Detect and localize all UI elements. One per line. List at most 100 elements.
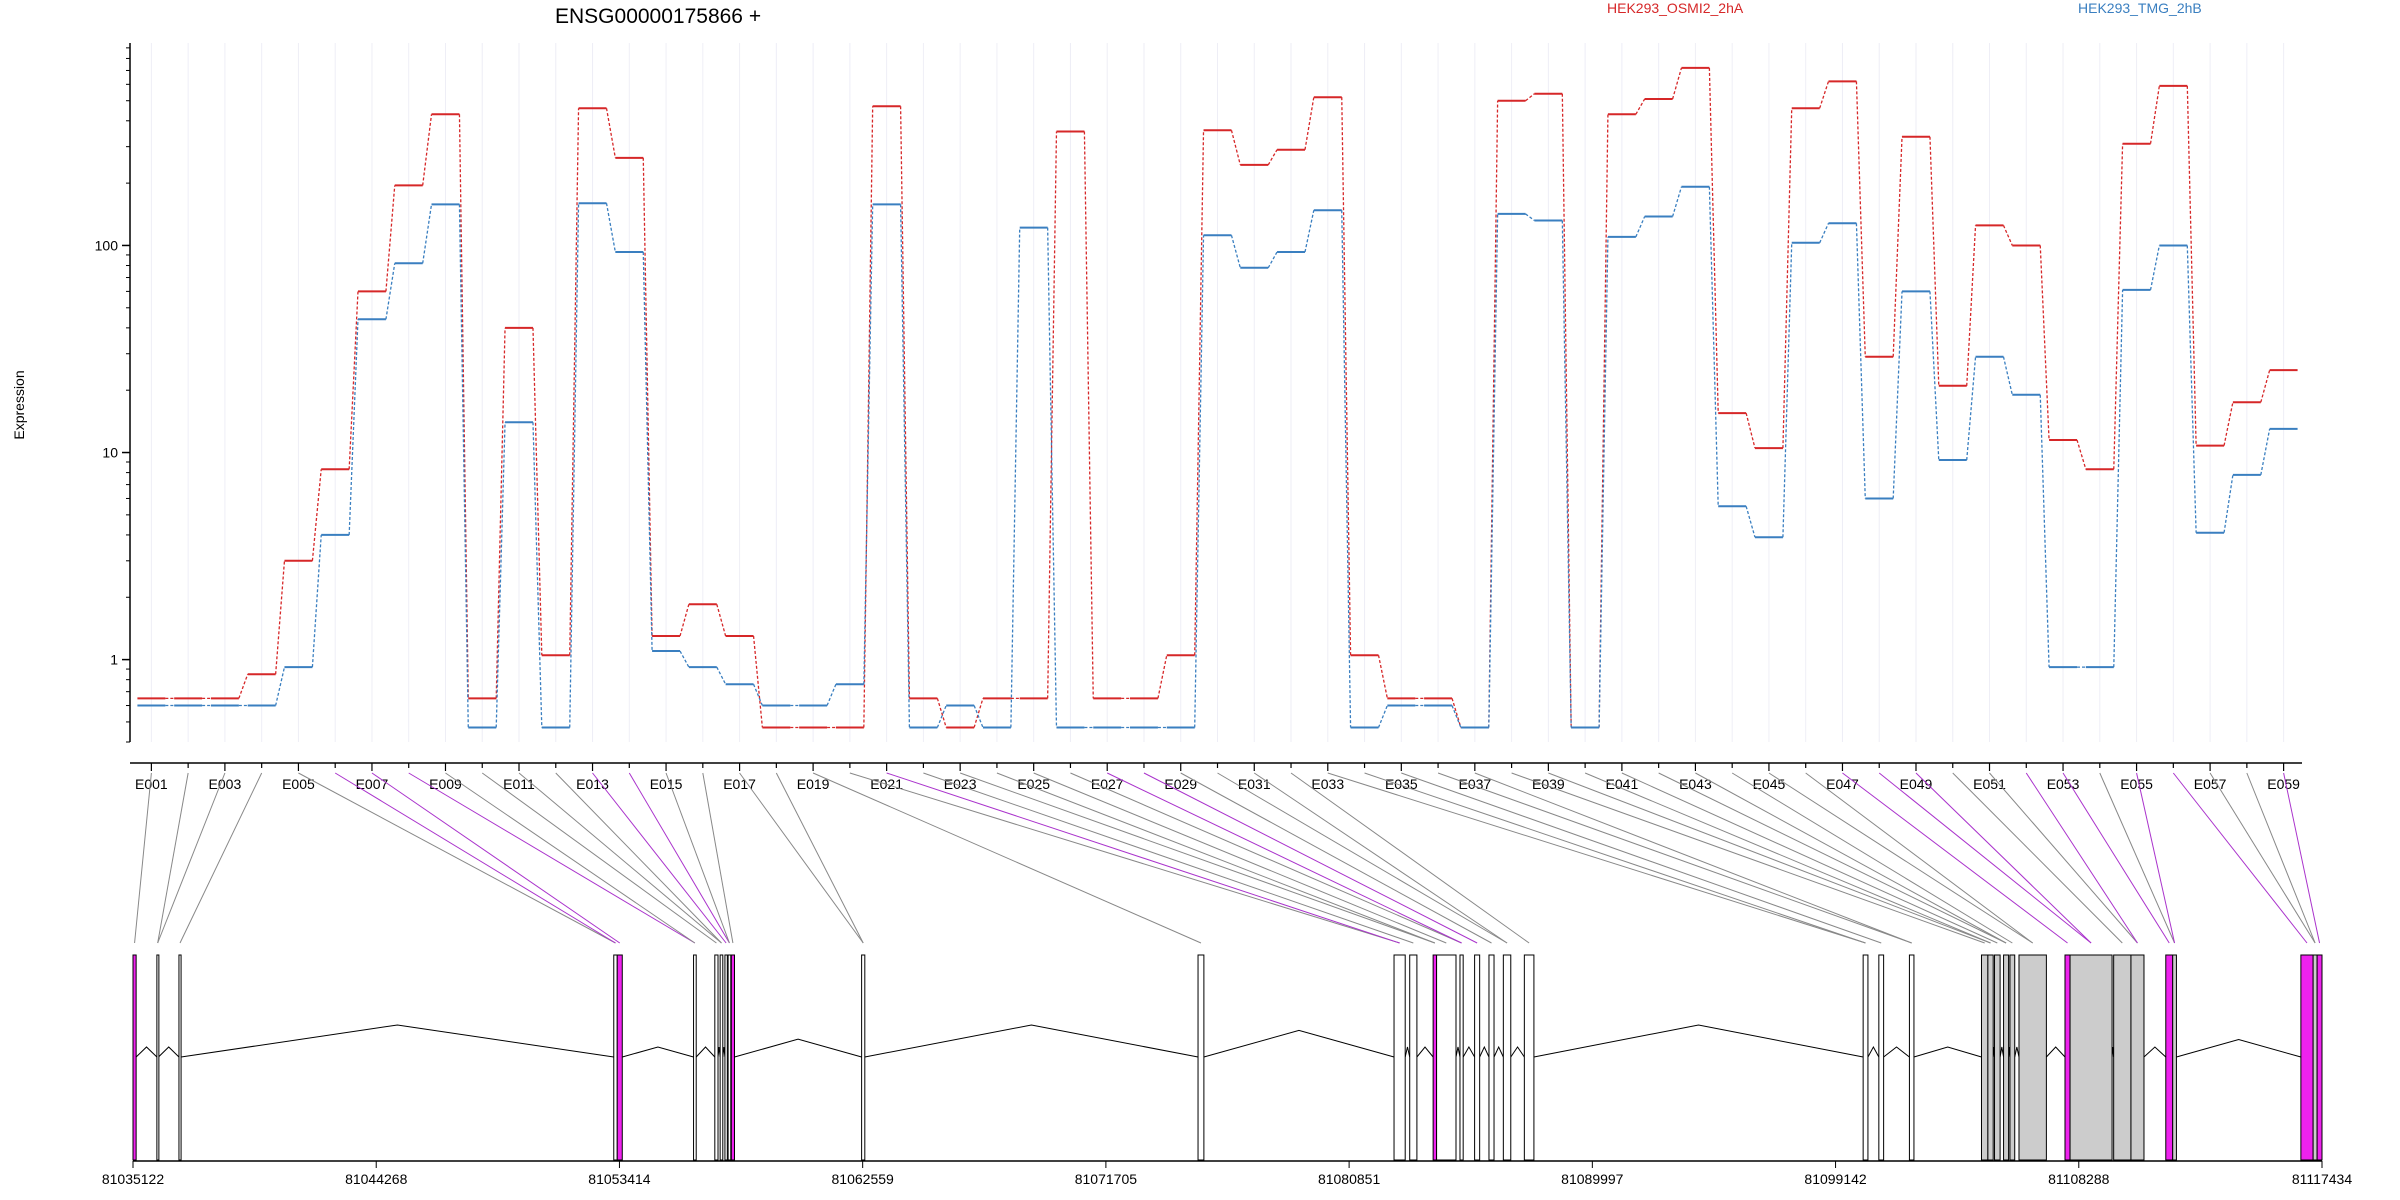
series-step xyxy=(311,469,322,561)
intron xyxy=(1203,1029,1395,1058)
exon-connector xyxy=(2099,772,2176,944)
intron xyxy=(158,1046,180,1058)
genomic-tick-label: 81117434 xyxy=(2292,1171,2352,1187)
series-step xyxy=(973,705,984,728)
exon-box xyxy=(1523,954,1535,1161)
intron xyxy=(622,1046,694,1058)
exon-axis: E001 E003 E005 E007 E009 E011 E013 E015 E017 E019… xyxy=(130,762,2302,792)
series-step xyxy=(1267,149,1278,166)
series-step xyxy=(495,422,506,728)
x-tick-label: E045 xyxy=(1753,776,1786,792)
series-step xyxy=(1819,222,1830,244)
exon-connector xyxy=(408,772,696,944)
x-tick-label: E011 xyxy=(503,776,535,792)
series-step xyxy=(1341,97,1352,656)
intron xyxy=(1479,1045,1490,1058)
series-step xyxy=(1525,93,1535,102)
intron xyxy=(2176,1039,2302,1058)
intron xyxy=(2046,1046,2066,1058)
exon-box xyxy=(1393,954,1406,1161)
series-step xyxy=(1157,655,1168,699)
series-step xyxy=(1267,251,1278,269)
series-step xyxy=(1929,291,1940,461)
series-step xyxy=(1855,223,1866,499)
series-step xyxy=(1304,97,1315,150)
exon-box xyxy=(1436,954,1457,1161)
x-tick-label: E007 xyxy=(356,776,389,792)
exon-box xyxy=(1987,954,1994,1161)
x-tick-label: E059 xyxy=(2267,776,2300,792)
exon-connector xyxy=(1253,772,1508,944)
series-step xyxy=(2260,369,2271,403)
exon-connector xyxy=(2209,772,2316,944)
x-tick-label: E057 xyxy=(2194,776,2227,792)
exon-connector xyxy=(555,772,722,944)
series-step xyxy=(1855,81,1866,357)
series-step xyxy=(532,422,543,728)
exon-box xyxy=(1980,954,1989,1161)
series-step xyxy=(1819,81,1830,109)
exon-connector xyxy=(1952,772,2123,944)
series-step xyxy=(569,203,580,728)
exon-connector xyxy=(1805,772,2033,944)
exon-connector xyxy=(1327,772,1866,944)
exon-connector xyxy=(1401,772,1882,944)
exon-box xyxy=(2172,954,2177,1161)
series-step xyxy=(2113,289,2124,668)
series-step xyxy=(1561,93,1572,728)
genomic-tick-label: 81080851 xyxy=(1318,1171,1381,1187)
exon-box xyxy=(1502,954,1512,1161)
exon-connector xyxy=(2172,772,2308,944)
intron xyxy=(2014,1046,2020,1058)
series-step xyxy=(2260,428,2271,475)
y-tick-label: 10 xyxy=(102,445,118,461)
series-step xyxy=(495,327,506,699)
x-tick-label: E001 xyxy=(135,776,168,792)
exon-connector xyxy=(1731,772,2013,944)
x-tick-label: E029 xyxy=(1164,776,1197,792)
genomic-tick-label: 81099142 xyxy=(1804,1171,1867,1187)
exon-connector xyxy=(157,772,226,944)
exon-box xyxy=(714,954,719,1161)
x-tick-label: E023 xyxy=(944,776,977,792)
exon-box xyxy=(1432,954,1438,1161)
intron xyxy=(1913,1046,1982,1058)
intron xyxy=(1416,1046,1434,1058)
series-step xyxy=(679,604,690,637)
x-tick-label: E009 xyxy=(429,776,462,792)
y-tick-label: 100 xyxy=(95,237,119,253)
exon-connector xyxy=(1106,772,1462,944)
series-step xyxy=(1745,506,1756,538)
expression-series xyxy=(137,66,2298,729)
series-step xyxy=(1010,227,1021,728)
x-tick-label: E037 xyxy=(1458,776,1491,792)
series-step xyxy=(1194,130,1205,656)
legend-entry-osmi2: HEK293_OSMI2_2hA xyxy=(1607,0,1744,16)
genomic-tick-label: 81062559 xyxy=(832,1171,895,1187)
x-tick-label: E043 xyxy=(1679,776,1712,792)
intron xyxy=(181,1024,614,1058)
exon-box xyxy=(1908,954,1915,1161)
series-step xyxy=(716,604,727,637)
exon-box xyxy=(2064,954,2071,1161)
exon-connector xyxy=(1180,772,1492,944)
series-step xyxy=(458,114,469,699)
series-step xyxy=(2039,394,2050,668)
intron xyxy=(1462,1045,1476,1058)
series-step xyxy=(2076,439,2087,470)
exon-box xyxy=(2300,954,2314,1161)
exon-connector xyxy=(628,772,730,944)
series-step xyxy=(973,698,984,728)
series-step xyxy=(1304,210,1315,253)
series-step xyxy=(1892,136,1903,357)
series-step xyxy=(1782,108,1793,449)
intron xyxy=(1493,1045,1504,1058)
intron xyxy=(1455,1046,1461,1058)
exon-connector xyxy=(739,772,864,944)
exon-connector xyxy=(996,772,1436,944)
chart-title: ENSG00000175866 + xyxy=(555,5,761,28)
exon-box xyxy=(719,954,724,1161)
series-step xyxy=(716,666,727,685)
exon-connector xyxy=(1070,772,1462,944)
exon-connector xyxy=(1437,772,1912,944)
